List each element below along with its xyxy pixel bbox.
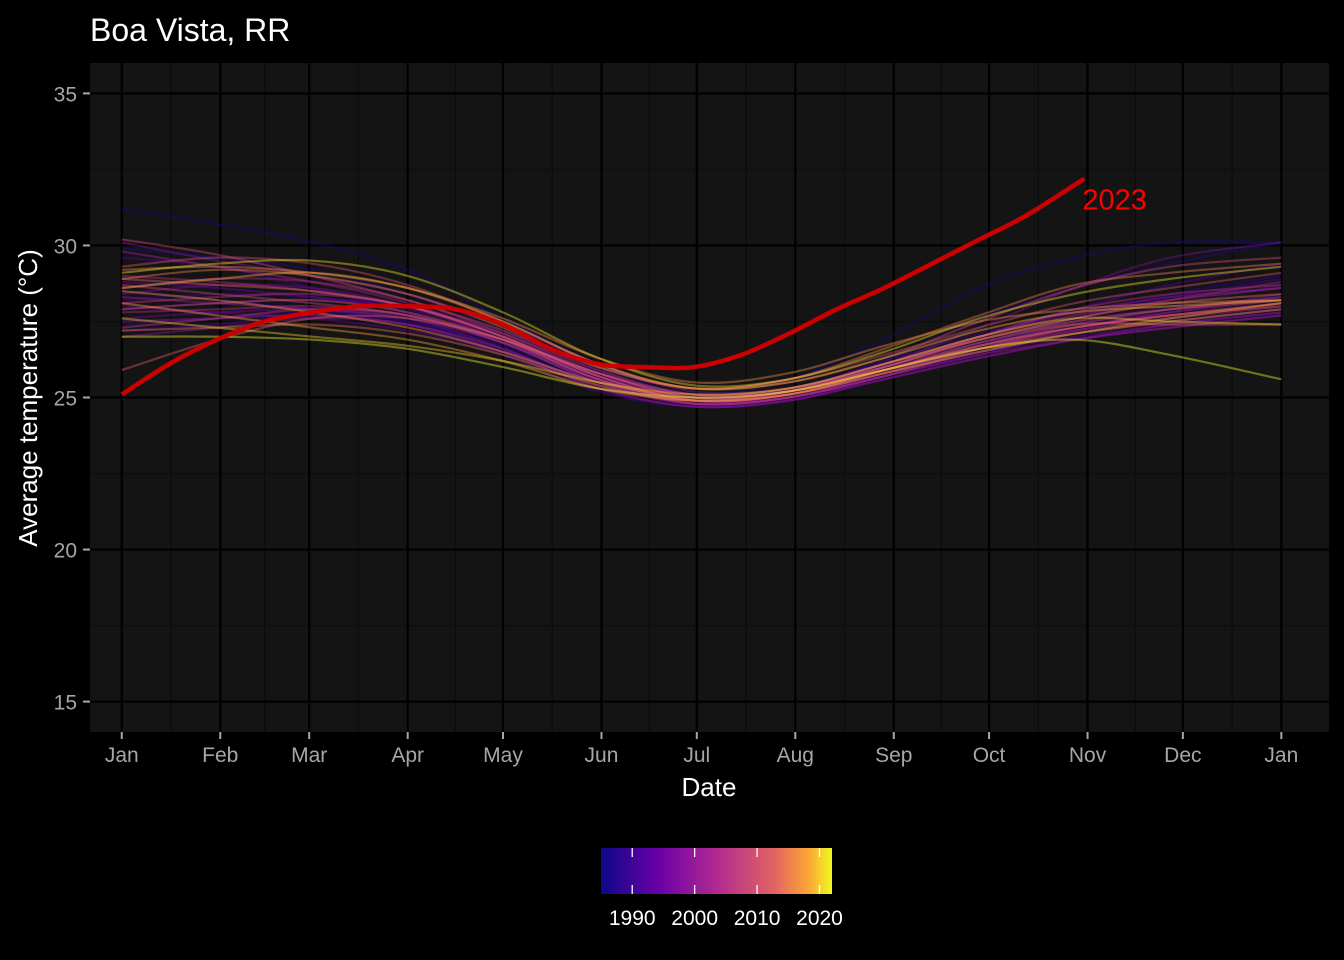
x-tick-label: Dec	[1164, 744, 1201, 767]
x-axis-title: Date	[682, 772, 737, 802]
year-line-2015	[121, 262, 1282, 390]
year-line-2007	[121, 305, 1282, 406]
x-tick-label: Oct	[973, 744, 1006, 767]
x-axis: Jan Feb Mar Apr May Jun Jul Aug Sep Oct Nov Dec Jan	[105, 732, 1298, 767]
year-line-1995	[121, 280, 1282, 404]
year-line-1993	[121, 308, 1282, 409]
y-axis-title: Average temperature (°C)	[13, 249, 43, 547]
year-line-1987	[121, 241, 1282, 400]
x-tick-label: Mar	[291, 744, 327, 767]
y-tick-label: 15	[54, 692, 77, 715]
year-line-2022	[121, 335, 1282, 399]
x-tick-label: Aug	[777, 744, 814, 767]
year-line-1986	[121, 207, 1282, 397]
color-legend: 1990 2000 2010 2020	[601, 848, 843, 930]
year-line-2006	[121, 292, 1282, 403]
year-line-2011	[121, 298, 1282, 403]
year-line-2000	[121, 314, 1282, 406]
x-tick-label: Apr	[391, 744, 424, 767]
legend-tick-label: 1990	[609, 907, 656, 930]
year-line-1990	[121, 283, 1282, 406]
x-tick-label: Jun	[585, 744, 619, 767]
year-line-1996	[121, 307, 1282, 409]
year-line-1988	[121, 274, 1282, 403]
year-line-2005	[121, 274, 1282, 397]
legend-colorbar	[601, 848, 832, 894]
x-tick-label: Jul	[683, 744, 710, 767]
y-tick-label: 30	[54, 235, 77, 258]
year-line-1997	[121, 241, 1282, 399]
year-line-1999	[121, 311, 1282, 409]
highlight-series-group: 2023	[120, 176, 1147, 397]
x-tick-label: May	[483, 744, 523, 767]
highlight-label: 2023	[1082, 185, 1147, 217]
legend-tick-label: 2010	[734, 907, 781, 930]
year-line-2013	[121, 277, 1282, 403]
x-tick-label: Nov	[1069, 744, 1107, 767]
year-line-2004	[121, 305, 1282, 406]
y-tick-label: 35	[54, 83, 77, 106]
year-line-1992	[121, 256, 1282, 398]
year-line-2019	[121, 271, 1282, 391]
y-tick-label: 20	[54, 540, 77, 563]
year-line-2002	[121, 250, 1282, 400]
x-tick-label: Sep	[875, 744, 912, 767]
year-line-2001	[121, 296, 1282, 403]
year-line-1991	[121, 277, 1282, 406]
x-tick-label: Feb	[202, 744, 238, 767]
year-line-2012	[121, 299, 1282, 397]
legend-tick-label: 2020	[796, 907, 843, 930]
year-line-2016	[121, 265, 1282, 384]
year-line-2014	[121, 293, 1282, 402]
year-line-2021	[121, 258, 1282, 388]
x-tick-label: Jan	[1264, 744, 1298, 767]
legend-ticks: 1990 2000 2010 2020	[609, 848, 843, 930]
y-axis: 15 20 25 30 35	[54, 83, 90, 715]
year-line-1994	[121, 305, 1282, 402]
year-line-2009	[121, 238, 1282, 391]
year-line-2020	[121, 316, 1282, 396]
year-line-1998	[121, 241, 1282, 395]
y-tick-label: 25	[54, 388, 77, 411]
x-tick-label: Jan	[105, 744, 139, 767]
year-line-2008	[121, 283, 1282, 400]
year-line-2018	[121, 302, 1282, 402]
year-line-2010	[121, 256, 1282, 391]
legend-tick-label: 2000	[671, 907, 718, 930]
highlight-line	[120, 176, 1086, 397]
chart-title: Boa Vista, RR	[90, 12, 290, 48]
year-line-2003	[121, 277, 1282, 400]
major-gridlines	[90, 63, 1329, 732]
